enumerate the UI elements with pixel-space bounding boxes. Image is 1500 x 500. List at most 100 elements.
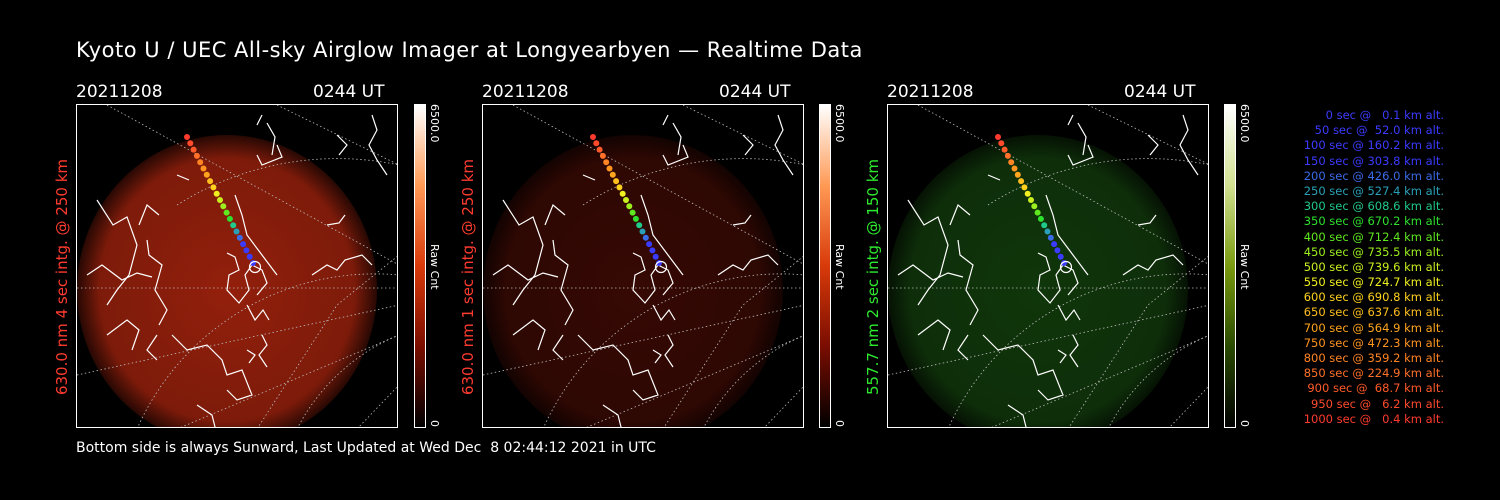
trajectory-point — [1041, 222, 1048, 229]
panel-2-date: 20211208 — [482, 82, 569, 102]
all-sky-map — [888, 105, 1208, 427]
lat-lon-grid — [483, 105, 803, 427]
trajectory-point — [203, 171, 210, 178]
trajectory-point — [1044, 228, 1051, 235]
legend-row: 1000 sec @ 0.4 km alt. — [1303, 411, 1444, 426]
trajectory-point — [1001, 146, 1008, 153]
trajectory-point — [642, 234, 649, 241]
legend-row: 250 sec @ 527.4 km alt. — [1303, 183, 1444, 198]
panel-1-side-label: 630.0 nm 4 sec intg. @ 250 km — [53, 158, 71, 396]
colorbar-3-min: 0 — [1238, 420, 1251, 427]
airglow-image-557nm-2s — [887, 104, 1209, 428]
panel-3-date: 20211208 — [887, 82, 974, 102]
trajectory-point — [210, 184, 217, 191]
trajectory-point — [596, 146, 603, 153]
all-sky-map — [77, 105, 397, 427]
colorbar-3-unit: Raw Cnt — [1238, 244, 1251, 290]
trajectory-point — [1021, 184, 1028, 191]
panel-1-time: 0244 UT — [313, 82, 385, 102]
trajectory-point — [593, 140, 600, 147]
colorbar-3 — [1224, 104, 1236, 428]
trajectory-point — [998, 140, 1005, 147]
trajectory-point — [1034, 209, 1041, 216]
trajectory-point — [233, 228, 240, 235]
trajectory-point — [1024, 190, 1031, 197]
colorbar-1-unit: Raw Cnt — [428, 244, 441, 290]
trajectory-point — [639, 228, 646, 235]
legend-row: 650 sec @ 637.6 km alt. — [1303, 305, 1444, 320]
trajectory-point — [246, 253, 253, 260]
airglow-field — [888, 135, 1188, 427]
trajectory-point — [1031, 203, 1038, 210]
legend-row: 400 sec @ 712.4 km alt. — [1303, 229, 1444, 244]
legend-row: 300 sec @ 608.6 km alt. — [1303, 199, 1444, 214]
trajectory-point — [646, 241, 653, 248]
trajectory-point — [193, 152, 200, 159]
legend-row: 150 sec @ 303.8 km alt. — [1303, 153, 1444, 168]
trajectory-point — [613, 178, 620, 185]
trajectory-point — [243, 247, 250, 254]
panel-3-side-label: 557.7 nm 2 sec intg. @ 150 km — [864, 158, 882, 396]
legend-row: 100 sec @ 160.2 km alt. — [1303, 138, 1444, 153]
trajectory-point — [616, 184, 623, 191]
trajectory-point — [603, 159, 610, 166]
all-sky-map — [483, 105, 803, 427]
trajectory-point — [1028, 197, 1034, 203]
legend-row: 950 sec @ 6.2 km alt. — [1311, 396, 1444, 411]
trajectory-point — [619, 190, 626, 197]
legend-row: 500 sec @ 739.6 km alt. — [1303, 259, 1444, 274]
trajectory-point — [652, 253, 659, 260]
trajectory-point — [636, 222, 643, 229]
trajectory-point — [1054, 247, 1061, 254]
trajectory-point — [1057, 253, 1064, 260]
footer-note: Bottom side is always Sunward, Last Upda… — [76, 440, 656, 456]
lat-lon-grid — [888, 105, 1208, 427]
trajectory-point — [1011, 165, 1018, 172]
trajectory-point — [187, 140, 194, 147]
trajectory-point — [207, 178, 214, 185]
coastline — [86, 114, 388, 427]
trajectory-point — [1014, 171, 1021, 178]
trajectory-point — [190, 146, 197, 153]
trajectory-point — [217, 197, 223, 203]
trajectory-legend: 0 sec @ 0.1 km alt. 50 sec @ 52.0 km alt.… — [1262, 108, 1444, 427]
legend-row: 750 sec @ 472.3 km alt. — [1303, 335, 1444, 350]
trajectory-point — [1051, 241, 1058, 248]
panel-3-time: 0244 UT — [1124, 82, 1196, 102]
trajectory-point — [599, 152, 606, 159]
airglow-image-630nm-4s — [76, 104, 398, 428]
trajectory-point — [1008, 159, 1015, 166]
trajectory-point — [626, 203, 633, 210]
trajectory-point — [649, 247, 656, 254]
colorbar-1-max: 6500.0 — [428, 104, 441, 143]
coastline — [897, 114, 1199, 427]
legend-row: 600 sec @ 690.8 km alt. — [1303, 290, 1444, 305]
panel-2-time: 0244 UT — [719, 82, 791, 102]
trajectory-point — [223, 209, 230, 216]
trajectory-point — [1004, 152, 1011, 159]
trajectory-point — [623, 197, 629, 203]
panel-1-date: 20211208 — [76, 82, 163, 102]
trajectory-point — [236, 234, 243, 241]
trajectory-point — [1037, 215, 1044, 222]
trajectory-point — [220, 203, 227, 210]
airglow-image-630nm-1s — [482, 104, 804, 428]
trajectory-point — [197, 159, 204, 166]
legend-row: 900 sec @ 68.7 km alt. — [1307, 381, 1444, 396]
trajectory-point — [590, 134, 596, 140]
airglow-field — [77, 135, 377, 427]
colorbar-2-max: 6500.0 — [833, 104, 846, 143]
legend-row: 700 sec @ 564.9 km alt. — [1303, 320, 1444, 335]
legend-row: 0 sec @ 0.1 km alt. — [1325, 108, 1444, 122]
trajectory-point — [632, 215, 639, 222]
station-marker — [654, 260, 668, 274]
legend-row: 800 sec @ 359.2 km alt. — [1303, 351, 1444, 365]
colorbar-2-min: 0 — [833, 420, 846, 427]
trajectory-point — [200, 165, 207, 172]
colorbar-2-unit: Raw Cnt — [833, 244, 846, 290]
trajectory-point — [1018, 178, 1025, 185]
lat-lon-grid — [77, 105, 397, 427]
trajectory-point — [609, 171, 616, 178]
trajectory-point — [213, 190, 220, 197]
page-title: Kyoto U / UEC All-sky Airglow Imager at … — [76, 38, 863, 62]
